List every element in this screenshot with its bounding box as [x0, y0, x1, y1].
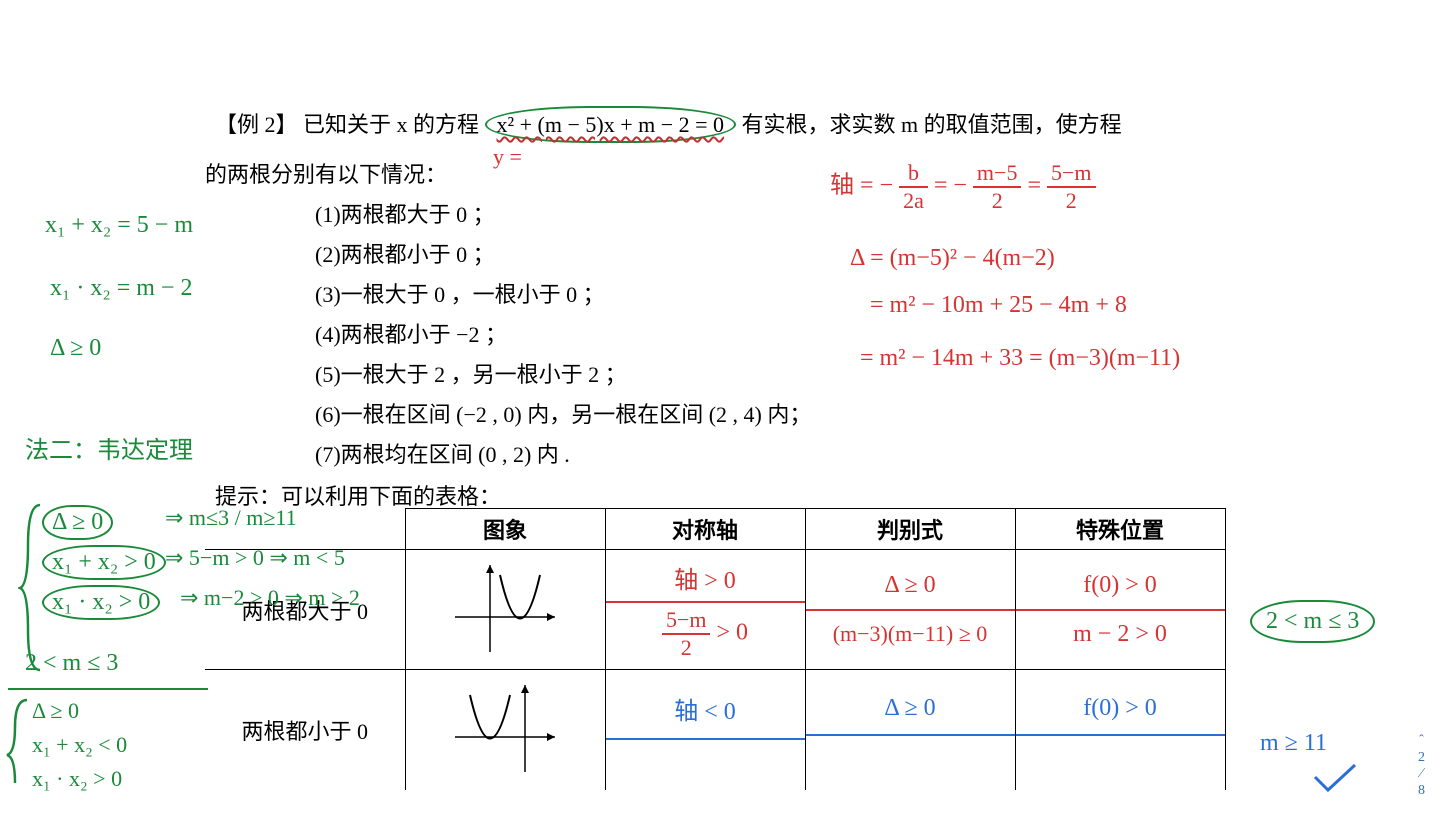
row1-axis-top: 轴 > 0 [606, 554, 805, 601]
frac-m5-2: m−52 [973, 160, 1022, 214]
result1: 2 < m ≤ 3 [25, 650, 118, 677]
page-current: 2 [1418, 750, 1425, 767]
th-graph: 图象 [405, 509, 605, 550]
parabola-icon [445, 677, 565, 777]
row1-axis-bot: 5−m2 > 0 [606, 603, 805, 665]
brace2-c: x₁ · x₂ > 0 [32, 766, 122, 792]
table-header-row: 图象 对称轴 判别式 特殊位置 [205, 509, 1225, 550]
item-5: (5)一根大于 2 ，另一根小于 2 ； [315, 358, 627, 391]
table-row: 两根都小于 0 轴 < 0 Δ ≥ 0 f(0) > 0 [205, 670, 1225, 790]
vieta-sum: x₁ + x₂ = 5 − m [45, 212, 193, 239]
equation-circle: x² + (m − 5)x + m − 2 = 0 [485, 106, 737, 143]
row2-disc-text: Δ ≥ 0 [806, 683, 1015, 734]
example-label: 【例 2】 [215, 112, 298, 137]
parabola-icon [445, 557, 565, 657]
frac-5m-2: 5−m2 [1047, 160, 1096, 214]
axis-label: 轴 = − [830, 173, 893, 199]
axis-eq2: = [1027, 173, 1047, 199]
green-divider [8, 688, 208, 690]
problem-text1b: 有实根，求实数 m 的取值范围，使方程 [742, 112, 1122, 137]
page-sep: ⁄ [1418, 766, 1425, 783]
brace-icon [5, 695, 33, 815]
item-6: (6)一根在区间 (−2 , 0) 内，另一根在区间 (2 , 4) 内； [315, 398, 811, 431]
row1-pos-bot: m − 2 > 0 [1016, 611, 1225, 658]
equation-wrap: x² + (m − 5)x + m − 2 = 0 [485, 108, 737, 141]
equation-text: x² + (m − 5)x + m − 2 = 0 [497, 112, 725, 137]
row1-disc: Δ ≥ 0 (m−3)(m−11) ≥ 0 [805, 550, 1015, 670]
vieta-prod: x₁ · x₂ = m − 2 [50, 275, 192, 302]
brace1-c: x₁ · x₂ > 0 [42, 585, 160, 620]
problem-label: 【例 2】 已知关于 x 的方程 x² + (m − 5)x + m − 2 =… [215, 108, 1122, 141]
row2-label: 两根都小于 0 [205, 670, 405, 790]
row1-graph [405, 550, 605, 670]
th-special: 特殊位置 [1015, 509, 1225, 550]
th-disc: 判别式 [805, 509, 1015, 550]
far-right-green: 2 < m ≤ 3 [1250, 600, 1375, 643]
method2-label: 法二：韦达定理 [25, 430, 193, 465]
row2-axis: 轴 < 0 [605, 670, 805, 790]
th-axis: 对称轴 [605, 509, 805, 550]
item-4: (4)两根都小于 −2 ； [315, 318, 507, 351]
row2-disc: Δ ≥ 0 [805, 670, 1015, 790]
frac-b-2a: b2a [899, 160, 928, 214]
brace2-a: Δ ≥ 0 [32, 698, 79, 724]
brace1-a: Δ ≥ 0 [42, 505, 113, 540]
summary-table: 图象 对称轴 判别式 特殊位置 两根都大于 0 轴 > 0 5−m2 > 0 Δ… [205, 508, 1226, 790]
delta-line2: = m² − 10m + 25 − 4m + 8 [870, 292, 1127, 319]
row1-special: f(0) > 0 m − 2 > 0 [1015, 550, 1225, 670]
arrow3: ⇒ m−2 > 0 ⇒ m > 2 [180, 585, 360, 611]
row2-special: f(0) > 0 [1015, 670, 1225, 790]
arrow2: ⇒ 5−m > 0 ⇒ m < 5 [165, 545, 345, 571]
brace1-b: x₁ + x₂ > 0 [42, 545, 166, 580]
item-3: (3)一根大于 0 ，一根小于 0 ； [315, 278, 605, 311]
y-equals-annot: y = [493, 144, 522, 170]
row1-disc-bot: (m−3)(m−11) ≥ 0 [806, 611, 1015, 657]
row2-axis-text: 轴 < 0 [606, 679, 805, 738]
page-total: 8 [1418, 783, 1425, 800]
page-indicator: ˆ 2 ⁄ 8 [1418, 733, 1425, 800]
page-up-icon[interactable]: ˆ [1418, 733, 1425, 750]
disc-ge0: Δ ≥ 0 [50, 335, 101, 362]
row2-graph [405, 670, 605, 790]
blue-m-ge-11: m ≥ 11 [1260, 730, 1327, 757]
item-1: (1)两根都大于 0 ； [315, 198, 495, 231]
problem-line2: 的两根分别有以下情况： [205, 158, 447, 191]
item-2: (2)两根都小于 0 ； [315, 238, 495, 271]
check-icon [1310, 762, 1360, 797]
item-7: (7)两根均在区间 (0 , 2) 内 . [315, 438, 570, 471]
axis-expr: 轴 = − b2a = − m−52 = 5−m2 [830, 160, 1096, 214]
axis-eq1: = − [934, 173, 967, 199]
row1-axis: 轴 > 0 5−m2 > 0 [605, 550, 805, 670]
row2-pos-text: f(0) > 0 [1016, 683, 1225, 734]
delta-line1: Δ = (m−5)² − 4(m−2) [850, 245, 1055, 272]
brace2-b: x₁ + x₂ < 0 [32, 732, 127, 758]
problem-text1a: 已知关于 x 的方程 [303, 112, 479, 137]
row1-disc-top: Δ ≥ 0 [806, 562, 1015, 609]
row1-pos-top: f(0) > 0 [1016, 562, 1225, 609]
delta-line3: = m² − 14m + 33 = (m−3)(m−11) [860, 345, 1180, 372]
arrow1: ⇒ m≤3 / m≥11 [165, 505, 297, 531]
